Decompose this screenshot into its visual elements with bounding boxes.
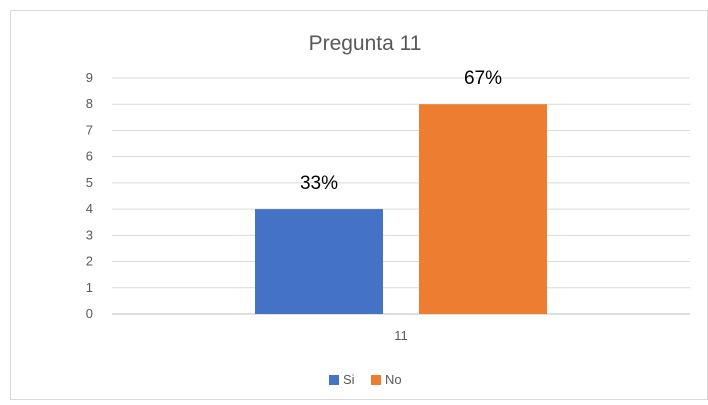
data-label-si: 33% bbox=[300, 173, 338, 194]
x-axis-ticks: 11 bbox=[394, 328, 408, 343]
data-label-no: 67% bbox=[464, 68, 502, 89]
data-labels: 33% 67% bbox=[300, 68, 502, 194]
bar-si bbox=[255, 209, 383, 314]
y-tick-label: 3 bbox=[86, 227, 93, 242]
y-tick-label: 4 bbox=[86, 201, 93, 216]
bar-no bbox=[419, 104, 547, 314]
legend-swatch-no bbox=[371, 375, 381, 385]
y-tick-label: 1 bbox=[86, 280, 93, 295]
legend-swatch-si bbox=[329, 375, 339, 385]
y-axis-ticks: 0 1 2 3 4 5 6 7 8 9 bbox=[86, 70, 93, 321]
bars bbox=[255, 104, 547, 314]
y-tick-label: 8 bbox=[86, 96, 93, 111]
y-tick-label: 6 bbox=[86, 149, 93, 164]
y-tick-label: 0 bbox=[86, 306, 93, 321]
y-tick-label: 2 bbox=[86, 254, 93, 269]
legend-label-no: No bbox=[385, 372, 402, 387]
x-tick-label: 11 bbox=[394, 328, 408, 343]
y-tick-label: 9 bbox=[86, 70, 93, 85]
y-tick-label: 5 bbox=[86, 175, 93, 190]
gridlines bbox=[112, 77, 690, 315]
legend-label-si: Si bbox=[343, 372, 355, 387]
chart-title: Pregunta 11 bbox=[309, 32, 422, 55]
y-tick-label: 7 bbox=[86, 122, 93, 137]
legend: Si No bbox=[329, 372, 402, 387]
